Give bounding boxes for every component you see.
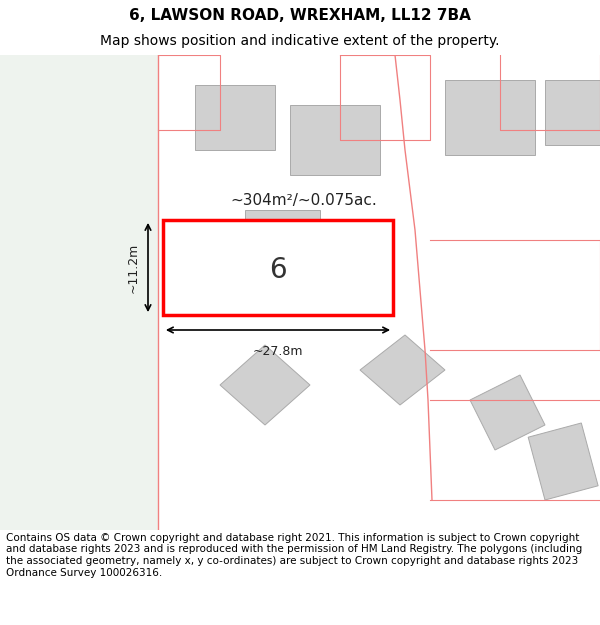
Bar — [528, 423, 598, 500]
Bar — [163, 220, 393, 315]
Text: ~27.8m: ~27.8m — [253, 345, 303, 358]
Bar — [0, 55, 158, 530]
Bar — [290, 105, 380, 175]
Text: ~11.2m: ~11.2m — [127, 243, 140, 293]
Bar — [445, 80, 535, 155]
Bar — [195, 85, 275, 150]
Bar — [245, 210, 320, 275]
Text: Contains OS data © Crown copyright and database right 2021. This information is : Contains OS data © Crown copyright and d… — [6, 533, 582, 578]
Text: 6: 6 — [269, 256, 287, 284]
Text: Map shows position and indicative extent of the property.: Map shows position and indicative extent… — [100, 34, 500, 48]
Polygon shape — [220, 345, 310, 425]
Text: ~304m²/~0.075ac.: ~304m²/~0.075ac. — [230, 192, 377, 208]
Text: 6, LAWSON ROAD, WREXHAM, LL12 7BA: 6, LAWSON ROAD, WREXHAM, LL12 7BA — [129, 8, 471, 23]
Bar — [545, 80, 600, 145]
Polygon shape — [360, 335, 445, 405]
Polygon shape — [470, 375, 545, 450]
